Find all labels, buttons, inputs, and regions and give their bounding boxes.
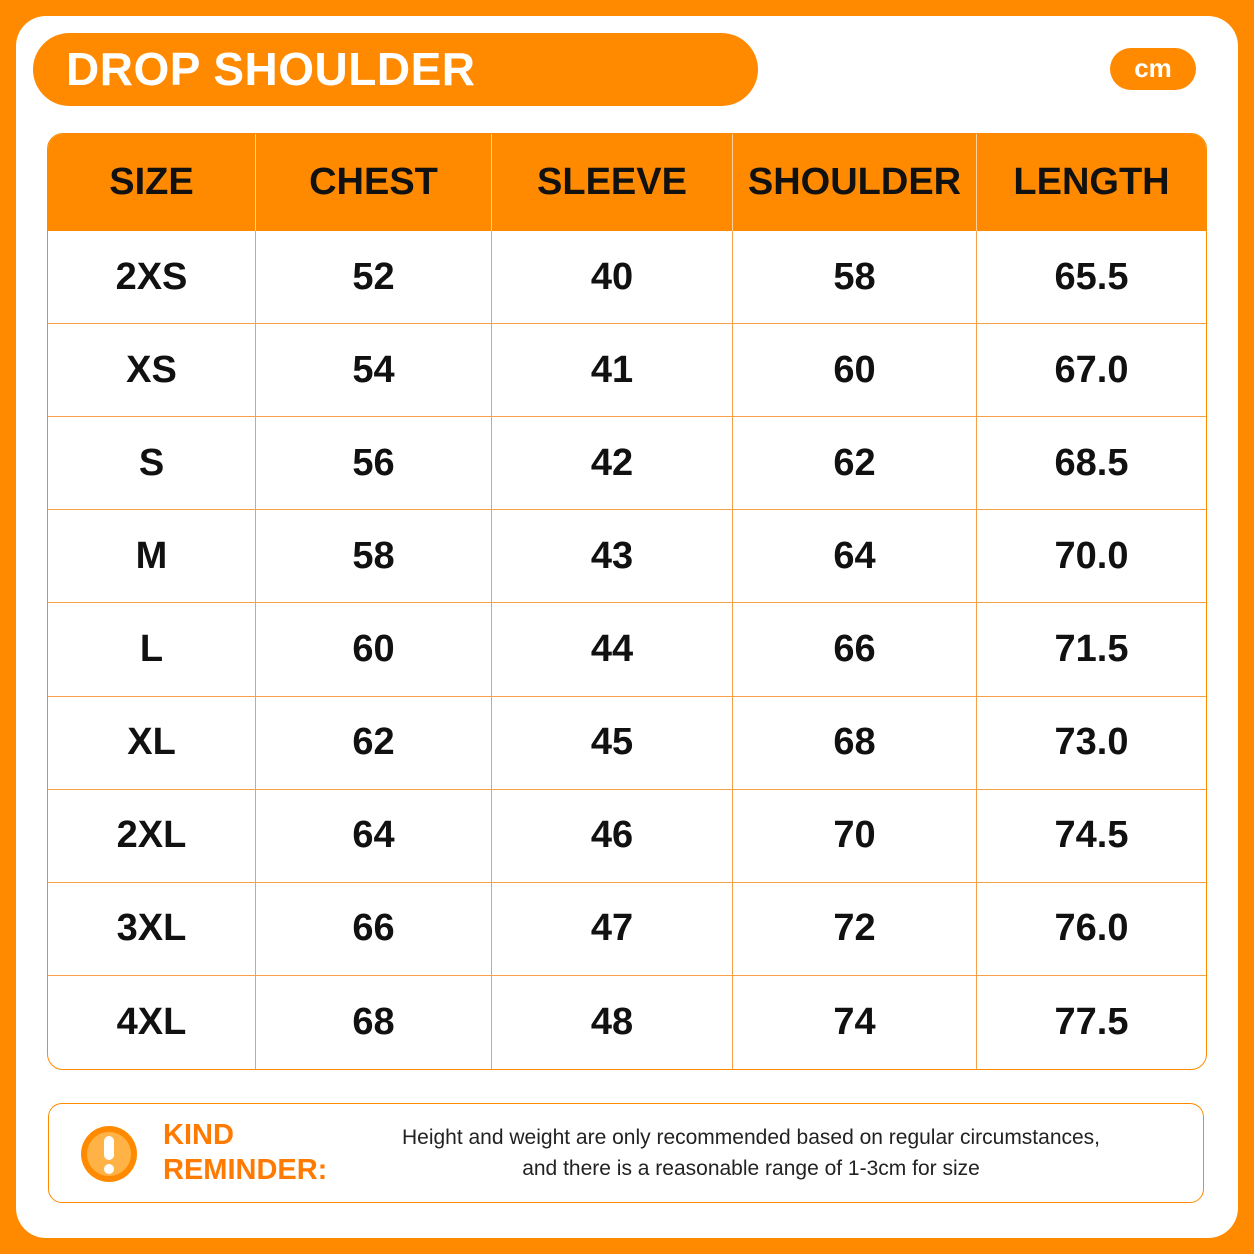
- size-cell: XS: [48, 324, 256, 418]
- value-cell: 70: [733, 789, 977, 883]
- reminder-text-line: and there is a reasonable range of 1-3cm…: [522, 1157, 980, 1180]
- column-header: SIZE: [48, 134, 256, 231]
- reminder-box: KIND REMINDER: Height and weight are onl…: [48, 1103, 1204, 1203]
- unit-badge: cm: [1110, 48, 1196, 90]
- value-cell: 65.5: [977, 231, 1206, 325]
- value-cell: 52: [256, 231, 492, 325]
- value-cell: 60: [256, 603, 492, 697]
- value-cell: 62: [256, 696, 492, 790]
- value-cell: 72: [733, 882, 977, 976]
- value-cell: 42: [492, 417, 733, 511]
- value-cell: 64: [256, 789, 492, 883]
- value-cell: 68: [733, 696, 977, 790]
- value-cell: 62: [733, 417, 977, 511]
- column-header: SLEEVE: [492, 134, 733, 231]
- value-cell: 73.0: [977, 697, 1206, 790]
- value-cell: 60: [733, 324, 977, 418]
- column-header: SHOULDER: [733, 134, 977, 231]
- column-header: LENGTH: [977, 134, 1206, 231]
- size-cell: M: [48, 510, 256, 604]
- value-cell: 74: [733, 975, 977, 1069]
- value-cell: 74.5: [977, 790, 1206, 883]
- reminder-text-line: Height and weight are only recommended b…: [401, 1126, 1101, 1149]
- value-cell: 43: [492, 510, 733, 604]
- size-cell: 3XL: [48, 882, 256, 976]
- value-cell: 44: [492, 603, 733, 697]
- value-cell: 56: [256, 417, 492, 511]
- size-cell: XL: [48, 696, 256, 790]
- size-cell: 2XS: [48, 231, 256, 325]
- warning-icon: [81, 1126, 137, 1182]
- value-cell: 47: [492, 882, 733, 976]
- reminder-label-line: REMINDER:: [163, 1154, 328, 1186]
- column-header: CHEST: [256, 134, 492, 231]
- value-cell: 48: [492, 975, 733, 1069]
- value-cell: 46: [492, 789, 733, 883]
- value-cell: 66: [256, 882, 492, 976]
- reminder-text: Height and weight are only recommended b…: [309, 1122, 1193, 1184]
- value-cell: 64: [733, 510, 977, 604]
- value-cell: 54: [256, 324, 492, 418]
- value-cell: 70.0: [977, 510, 1206, 604]
- value-cell: 40: [492, 231, 733, 325]
- size-cell: 4XL: [48, 975, 256, 1069]
- size-cell: L: [48, 603, 256, 697]
- title: DROP SHOULDER SWEATSHIRT: [33, 33, 758, 168]
- value-cell: 68.5: [977, 417, 1206, 511]
- value-cell: 45: [492, 696, 733, 790]
- value-cell: 77.5: [1054, 1000, 1129, 1043]
- reminder-label-line: KIND: [163, 1119, 234, 1151]
- value-cell: 76.0: [977, 883, 1206, 976]
- reminder-label: KIND REMINDER:: [163, 1118, 327, 1188]
- size-cell: 2XL: [48, 789, 256, 883]
- size-table: SIZE CHEST SLEEVE SHOULDER LENGTH 2XS 52 40 58 65…: [47, 133, 1207, 1070]
- value-cell: 68: [256, 975, 492, 1069]
- value-cell: 58: [256, 510, 492, 604]
- value-cell: 41: [492, 324, 733, 418]
- value-cell: 58: [733, 231, 977, 325]
- size-cell: S: [48, 417, 256, 511]
- value-cell: 67.0: [977, 324, 1206, 418]
- value-cell: 71.5: [977, 603, 1206, 697]
- value-cell: 66: [733, 603, 977, 697]
